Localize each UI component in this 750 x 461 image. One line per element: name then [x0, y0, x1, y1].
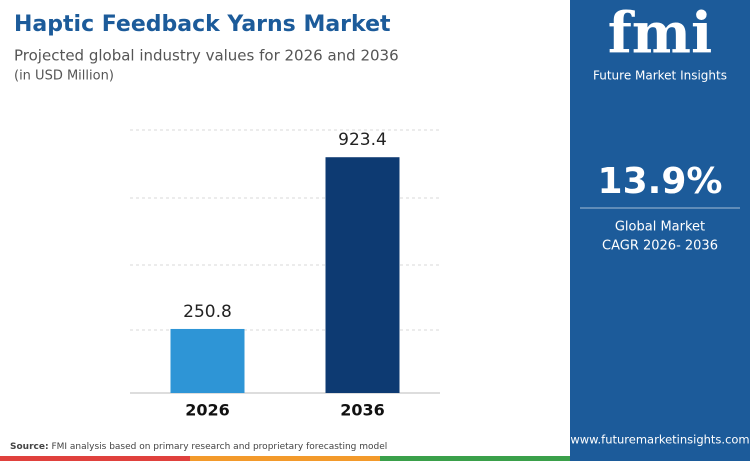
brand-name: Future Market Insights [593, 69, 727, 83]
website: www.futuremarketinsights.com [570, 433, 749, 447]
source-label: Source: [10, 442, 49, 452]
bar [170, 328, 245, 393]
bar [325, 157, 400, 393]
source-note: Source: FMI analysis based on primary re… [10, 442, 387, 452]
logo: fmi [608, 1, 713, 67]
stripe [570, 456, 750, 461]
value-label: 923.4 [338, 130, 387, 150]
cagr-period: CAGR 2026- 2036 [602, 239, 718, 254]
color-stripe [0, 456, 750, 461]
value-label: 250.8 [183, 302, 232, 322]
stripe [380, 456, 570, 461]
stripe [190, 456, 380, 461]
side-panel [570, 0, 750, 456]
cagr-value: 13.9% [598, 161, 723, 202]
source-text: FMI analysis based on primary research a… [51, 442, 387, 452]
x-tick-label: 2036 [340, 401, 385, 420]
stripe [0, 456, 190, 461]
cagr-label: Global Market [615, 220, 705, 235]
chart-subtitle: Projected global industry values for 202… [14, 47, 399, 65]
x-tick-label: 2026 [185, 401, 230, 420]
chart-title: Haptic Feedback Yarns Market [14, 12, 391, 37]
unit-note: (in USD Million) [14, 69, 114, 84]
